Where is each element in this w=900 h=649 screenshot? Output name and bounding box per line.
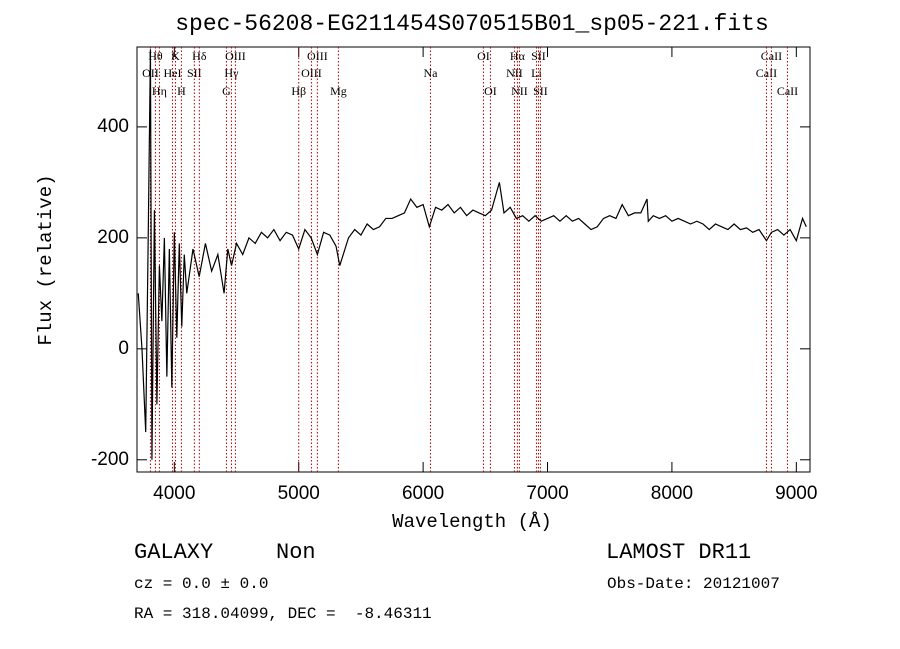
spectral-line-label: Hγ bbox=[224, 66, 239, 80]
x-tick-label: 6000 bbox=[402, 483, 444, 504]
spectral-line-label: H bbox=[177, 84, 186, 98]
spectral-line-label: NII bbox=[511, 84, 528, 98]
x-tick-label: 5000 bbox=[278, 483, 320, 504]
spectral-line-label: G bbox=[222, 84, 231, 98]
spectral-line-label: CaII bbox=[756, 66, 777, 80]
spectral-line-label: Hα bbox=[510, 49, 526, 63]
spectral-line-label: Hη bbox=[152, 84, 167, 98]
spectral-line-label: OI bbox=[484, 84, 497, 98]
spectral-line-label: K bbox=[171, 49, 180, 63]
spectral-line-label: OI bbox=[477, 49, 490, 63]
spectral-line-label: OIII bbox=[225, 49, 246, 63]
spectral-line-label: HeI bbox=[163, 66, 181, 80]
x-axis-label: Wavelength (Å) bbox=[392, 511, 552, 533]
y-tick-label: 0 bbox=[118, 338, 129, 359]
spectral-line-label: Hθ bbox=[148, 49, 163, 63]
plot-frame bbox=[136, 46, 811, 473]
spectral-line-label: SII bbox=[533, 84, 548, 98]
redshift: cz = 0.0 ± 0.0 bbox=[134, 575, 268, 593]
spectral-line-label: SII bbox=[187, 66, 202, 80]
spectral-line-label: CaII bbox=[777, 84, 798, 98]
spectral-line-label: CaII bbox=[761, 49, 782, 63]
class: GALAXY bbox=[134, 540, 213, 565]
x-tick-label: 9000 bbox=[775, 483, 817, 504]
spectral-line-label: Hδ bbox=[192, 49, 207, 63]
x-tick-label: 4000 bbox=[153, 483, 195, 504]
spectral-line-label: Na bbox=[423, 66, 438, 80]
spectrum-line bbox=[137, 49, 807, 460]
obs-date: Obs-Date: 20121007 bbox=[607, 575, 780, 593]
y-axis-label: Flux (relative) bbox=[35, 174, 57, 345]
spectral-line-label: Li bbox=[531, 66, 542, 80]
y-tick-label: 200 bbox=[97, 227, 129, 248]
coordinates: RA = 318.04099, DEC = -8.46311 bbox=[134, 605, 432, 623]
spectral-line-label: OIII bbox=[307, 49, 328, 63]
spectral-line-label: OIII bbox=[301, 66, 322, 80]
spectral-line-label: SII bbox=[531, 49, 546, 63]
y-tick-label: 400 bbox=[97, 116, 129, 137]
x-tick-label: 7000 bbox=[526, 483, 568, 504]
spectral-line-label: NII bbox=[506, 66, 523, 80]
x-tick-label: 8000 bbox=[651, 483, 693, 504]
spectral-line-label: Hβ bbox=[291, 84, 306, 98]
y-tick-label: -200 bbox=[91, 449, 129, 470]
subclass: Non bbox=[276, 540, 316, 565]
chart-title: spec-56208-EG211454S070515B01_sp05-221.f… bbox=[175, 11, 769, 37]
release: LAMOST DR11 bbox=[606, 540, 751, 565]
spectral-line-label: Mg bbox=[330, 84, 347, 98]
